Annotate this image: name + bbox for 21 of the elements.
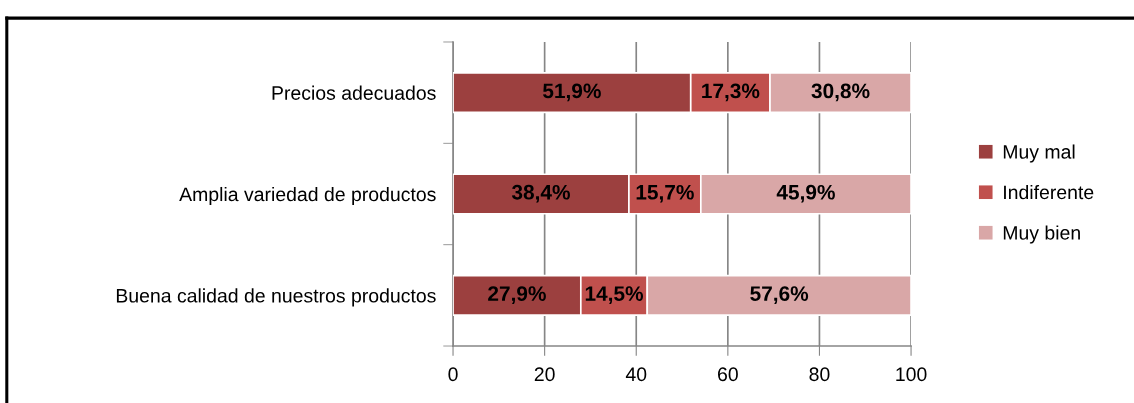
x-tick-label: 40 (625, 367, 647, 382)
data-label: 14,5% (585, 286, 644, 304)
data-label: 38,4% (511, 184, 570, 203)
data-label: 27,9% (488, 286, 546, 304)
data-label: 30,8% (811, 83, 870, 102)
x-tick-label: 60 (718, 367, 738, 382)
x-tick-label: 0 (448, 367, 458, 382)
y-tick-label: Buena calidad de nuestros productos (116, 288, 436, 307)
data-label: 45,9% (776, 184, 835, 203)
x-tick-label: 20 (534, 367, 555, 382)
data-label: 17,3% (702, 83, 760, 102)
data-label: 51,9% (543, 83, 601, 102)
x-tick-label: 100 (896, 367, 927, 382)
x-tick-label: 80 (809, 367, 830, 382)
y-tick-label: Precios adecuados (272, 85, 436, 100)
legend-label: Indiferente (1004, 184, 1094, 200)
data-label: 15,7% (636, 184, 694, 203)
legend-label: Muy bien (1003, 225, 1080, 244)
y-tick-label: Amplia variedad de productos (179, 186, 436, 206)
data-label: 57,6% (750, 286, 809, 304)
legend-label: Muy mal (1003, 144, 1075, 163)
